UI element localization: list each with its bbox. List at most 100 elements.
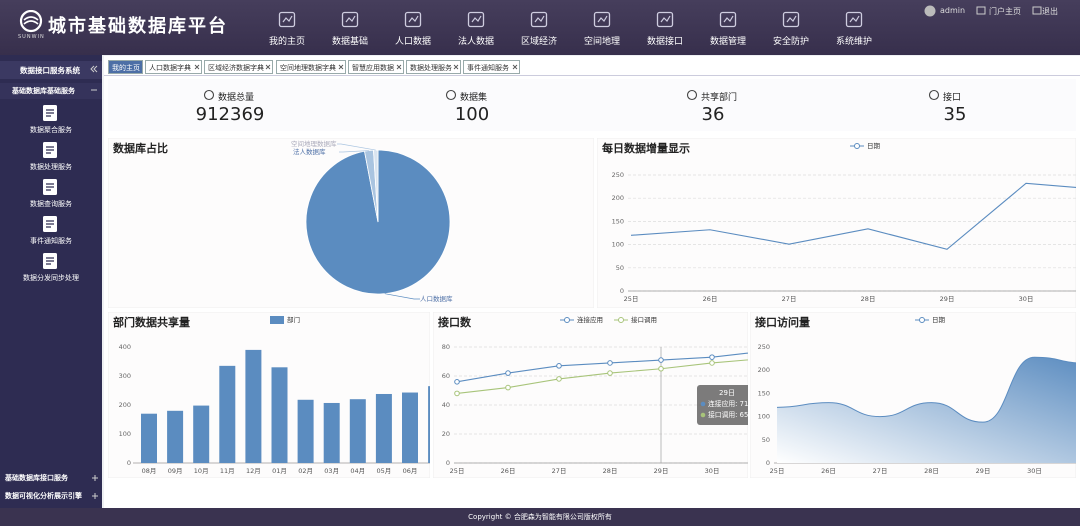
nav-icon-shape bbox=[593, 11, 611, 28]
nav-item[interactable]: 我的主页 bbox=[268, 37, 305, 47]
y-tick-label: 250 bbox=[758, 343, 770, 351]
x-tick-label: 27日 bbox=[552, 467, 567, 475]
sidebar-bottom-item[interactable]: 基础数据库接口服务 bbox=[5, 474, 68, 482]
x-tick-label: 30日 bbox=[705, 467, 720, 475]
nav-item[interactable]: 法人数据 bbox=[457, 37, 494, 47]
collapse-icon bbox=[90, 65, 98, 73]
x-tick-label: 25日 bbox=[450, 467, 465, 475]
sidebar-bottom-item[interactable]: 数据可视化分析展示引擎 bbox=[5, 492, 82, 500]
nav-icon-detail bbox=[282, 15, 293, 23]
nav-item[interactable]: 数据管理 bbox=[709, 37, 746, 47]
legend-swatch-dot bbox=[564, 317, 570, 323]
pie-label: 法人数据库 bbox=[293, 147, 326, 156]
logo-text: SUNWIN bbox=[18, 34, 45, 40]
tab[interactable]: 数据处理服务 bbox=[406, 60, 461, 74]
nav-icon-shape bbox=[341, 11, 359, 28]
x-tick-label: 29日 bbox=[940, 295, 955, 303]
nav-item[interactable]: 人口数据 bbox=[394, 37, 431, 47]
tab[interactable]: 空间地理数据字典 bbox=[276, 60, 346, 74]
x-tick-label: 28日 bbox=[603, 467, 618, 475]
stat-icon-shape bbox=[686, 89, 698, 101]
x-tick-label: 06月 bbox=[403, 467, 418, 475]
bar bbox=[349, 399, 366, 463]
stat-value: 36 bbox=[701, 104, 725, 125]
point bbox=[556, 363, 562, 369]
nav-item[interactable]: 安全防护 bbox=[772, 37, 809, 47]
nav-item[interactable]: 空间地理 bbox=[583, 37, 620, 47]
sidebar-system bbox=[0, 61, 102, 79]
sidebar-item[interactable]: 数据查询服务 bbox=[30, 200, 72, 208]
y-tick-label: 60 bbox=[442, 372, 450, 380]
bar bbox=[167, 410, 184, 463]
bar bbox=[375, 393, 392, 463]
y-tick-label: 0 bbox=[446, 459, 450, 467]
nav-item[interactable]: 系统维护 bbox=[835, 37, 872, 47]
nav-icon-shape bbox=[719, 11, 737, 28]
nav-icon-detail bbox=[786, 15, 797, 23]
footer bbox=[0, 508, 1080, 526]
bar bbox=[323, 402, 340, 463]
stat-label: 共享部门 bbox=[701, 93, 738, 103]
y-tick-label: 150 bbox=[758, 389, 770, 397]
minus-icon bbox=[91, 89, 97, 91]
area-fill bbox=[777, 357, 1076, 463]
tab[interactable]: 区域经济数据字典 bbox=[204, 60, 273, 74]
sidebar-item[interactable]: 数据分发同步处理 bbox=[23, 274, 79, 282]
header-link[interactable]: 门户主页 bbox=[989, 7, 1021, 16]
y-tick-label: 0 bbox=[766, 459, 770, 467]
tab-close bbox=[512, 64, 518, 70]
stat-icon bbox=[445, 89, 457, 101]
y-tick-label: 200 bbox=[612, 194, 624, 202]
link-icon bbox=[1032, 6, 1042, 15]
tab-close-cross bbox=[338, 64, 344, 70]
nav-icon bbox=[782, 11, 800, 28]
nav-item[interactable]: 数据基础 bbox=[331, 37, 368, 47]
x-tick-label: 25日 bbox=[770, 467, 785, 475]
chart-panel: 每日数据增量显示 0 50 100 150 200 250 25日 26日 27日 28日 29日 30… bbox=[597, 138, 1076, 308]
footer-text: Copyright © 合肥森为智能有限公司版权所有 bbox=[468, 513, 612, 521]
nav-icon bbox=[719, 11, 737, 28]
user-icon-shape bbox=[924, 5, 936, 17]
tab[interactable]: 我的主页 bbox=[108, 60, 143, 74]
nav-icon bbox=[278, 11, 296, 28]
user-name[interactable]: admin bbox=[940, 6, 966, 15]
sidebar-item-icon bbox=[43, 216, 57, 232]
tab[interactable]: 事件通知服务 bbox=[463, 60, 520, 74]
sidebar-icon-lines bbox=[46, 220, 54, 228]
tab-close bbox=[194, 64, 200, 70]
sidebar-item[interactable]: 数据处理服务 bbox=[30, 163, 72, 171]
tab-close-cross bbox=[194, 64, 200, 70]
plus-shape bbox=[92, 475, 98, 481]
x-tick-label: 29日 bbox=[654, 467, 669, 475]
point bbox=[607, 360, 613, 366]
stat-label: 数据集 bbox=[460, 93, 488, 103]
stats-panel bbox=[108, 79, 1076, 131]
sidebar-item-icon bbox=[43, 105, 57, 121]
sidebar-item-icon bbox=[43, 253, 57, 269]
nav-icon-shape bbox=[530, 11, 548, 28]
x-tick-label: 27日 bbox=[873, 467, 888, 475]
legend-label: 日期 bbox=[932, 316, 946, 324]
nav-icon-detail bbox=[723, 15, 734, 23]
chart-title: 接口数 bbox=[438, 315, 472, 329]
nav-item[interactable]: 区域经济 bbox=[520, 37, 557, 47]
leader-line bbox=[337, 143, 376, 151]
sidebar-group-title[interactable]: 基础数据库基础服务 bbox=[12, 87, 75, 95]
tab-label: 我的主页 bbox=[112, 64, 140, 72]
header-link[interactable]: 退出 bbox=[1042, 7, 1058, 16]
chart-title: 接口访问量 bbox=[755, 315, 810, 329]
legend-label: 连接应用 bbox=[577, 315, 603, 324]
pie-label: 人口数据库 bbox=[420, 294, 453, 303]
sidebar-system-title[interactable]: 数据接口服务系统 bbox=[20, 66, 80, 75]
chart-panel: 接口访问量 0 50 100 150 200 250 25日 26日 27日 28日 29日 30日 日期 bbox=[750, 312, 1076, 478]
nav-item[interactable]: 数据接口 bbox=[646, 37, 683, 47]
tab[interactable]: 智慧应用数据 bbox=[348, 60, 404, 74]
x-tick-label: 28日 bbox=[861, 295, 876, 303]
tab[interactable]: 人口数据字典 bbox=[145, 60, 202, 74]
sidebar-item[interactable]: 数据聚合服务 bbox=[30, 126, 72, 134]
nav-icon-detail bbox=[408, 15, 419, 23]
sidebar-item[interactable]: 事件通知服务 bbox=[30, 237, 72, 245]
nav-icon-detail bbox=[849, 15, 860, 23]
tab-close-cross bbox=[265, 64, 271, 70]
